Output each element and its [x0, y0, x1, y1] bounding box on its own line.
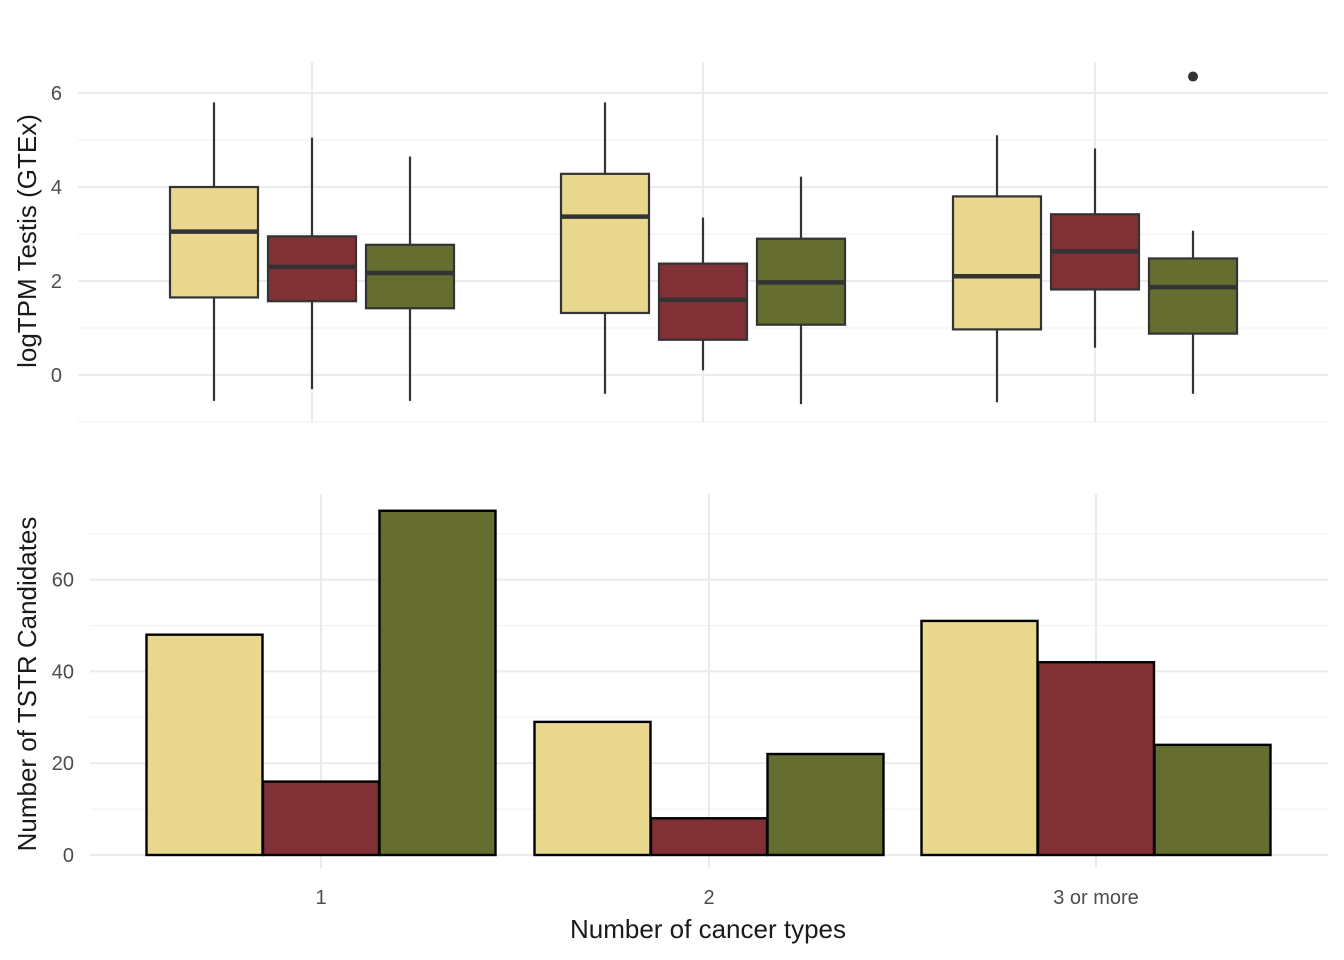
box-2-series-1: [559, 102, 651, 394]
bar-panel: 0 20 40 60 1 2 3 or more Number of TSTR Candi…: [12, 494, 1328, 944]
box-2-series-2: [657, 217, 749, 371]
box-1-series-1: [168, 102, 260, 401]
boxplot-y-axis-title: logTPM Testis (GTEx): [12, 114, 42, 368]
box-1-series-3: [364, 156, 456, 401]
bar-x-tick-labels: 1 2 3 or more: [315, 887, 1138, 909]
x-tick-label: 2: [703, 887, 714, 909]
y-tick-label: 20: [52, 753, 74, 775]
box-body: [168, 185, 260, 299]
y-tick-label: 2: [51, 271, 62, 293]
bar-1-series-2: [261, 780, 381, 857]
y-tick-label: 6: [51, 83, 62, 105]
x-tick-label: 1: [315, 887, 326, 909]
bar-y-axis-title: Number of TSTR Candidates: [12, 517, 42, 852]
box-3-series-3: [1147, 71, 1239, 394]
x-axis-title: Number of cancer types: [570, 914, 846, 944]
boxplot-y-tick-labels: 0 2 4 6: [51, 83, 62, 387]
y-tick-label: 0: [51, 365, 62, 387]
box-body: [364, 243, 456, 310]
boxplot-panel: 0 2 4 6 logTPM Testis (GTEx): [12, 62, 1328, 423]
bar-marks: [145, 509, 1272, 857]
x-tick-label: 3 or more: [1053, 887, 1139, 909]
y-tick-label: 60: [52, 570, 74, 592]
y-tick-label: 4: [51, 177, 62, 199]
bar-2-series-3: [766, 752, 885, 857]
bar-3-series-1: [920, 619, 1039, 857]
box-body: [951, 195, 1043, 331]
outlier-point: [1188, 71, 1198, 82]
bar-3-series-2: [1036, 661, 1156, 857]
boxplot-marks: [168, 71, 1239, 405]
y-tick-label: 40: [52, 661, 74, 683]
bar-3-series-3: [1153, 743, 1272, 857]
bar-2-series-2: [649, 817, 769, 857]
bar-1-series-1: [145, 633, 264, 857]
box-3-series-1: [951, 135, 1043, 403]
box-3-series-2: [1049, 148, 1141, 348]
box-2-series-3: [755, 176, 847, 405]
y-tick-label: 0: [63, 845, 74, 867]
box-body: [559, 172, 651, 315]
bar-2-series-1: [533, 720, 652, 857]
box-body: [1147, 257, 1239, 335]
bar-y-tick-labels: 0 20 40 60: [52, 570, 74, 867]
box-1-series-2: [266, 137, 358, 390]
bar-1-series-3: [378, 509, 497, 857]
